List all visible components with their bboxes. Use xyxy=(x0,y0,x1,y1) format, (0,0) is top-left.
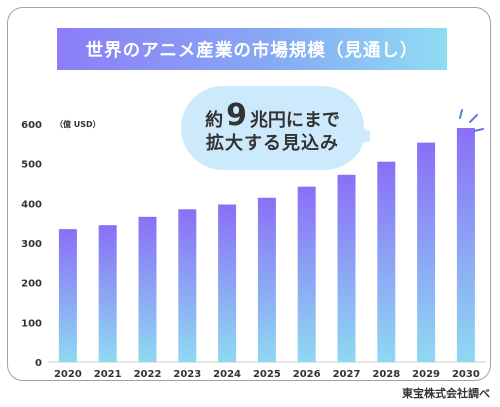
bar-2026 xyxy=(297,186,316,362)
bar-2020 xyxy=(58,229,77,362)
y-tick-label: 400 xyxy=(21,199,42,210)
callout-bubble-shape xyxy=(181,86,370,171)
bar-2024 xyxy=(218,204,237,362)
bar-2021 xyxy=(98,225,117,362)
x-tick-label-2026: 2026 xyxy=(293,369,321,380)
chart-title: 世界のアニメ産業の市場規模（見通し） xyxy=(85,40,419,61)
y-tick-label: 500 xyxy=(21,160,42,171)
callout-line-2: 拡大する見込み xyxy=(206,133,339,155)
callout-number: 9 xyxy=(226,98,247,134)
bar-2025 xyxy=(257,197,276,362)
y-tick-label: 600 xyxy=(21,120,42,131)
source-note: 東宝株式会社調べ xyxy=(402,387,490,400)
bar-2028 xyxy=(377,161,396,362)
x-tick-label-2025: 2025 xyxy=(253,369,281,380)
x-tick-label-2029: 2029 xyxy=(412,369,440,380)
callout-line-1: 約 9 兆円にまで xyxy=(205,101,340,131)
bar-2027 xyxy=(337,174,356,362)
chart-title-banner: 世界のアニメ産業の市場規模（見通し） xyxy=(57,28,447,70)
bar-2022 xyxy=(138,216,157,362)
x-tick-label-2021: 2021 xyxy=(94,369,122,380)
x-tick-label-2027: 2027 xyxy=(333,369,361,380)
y-axis-unit-label: （億 USD） xyxy=(55,119,101,129)
bar-2029 xyxy=(417,142,436,362)
y-tick-label: 300 xyxy=(21,239,42,250)
x-tick-label-2020: 2020 xyxy=(54,369,82,380)
y-tick-label: 200 xyxy=(21,279,42,290)
x-tick-label-2024: 2024 xyxy=(213,369,241,380)
bar-2030 xyxy=(456,127,475,362)
callout-suffix: 兆円にまで xyxy=(249,109,340,131)
bar-2023 xyxy=(178,209,197,362)
x-tick-label-2030: 2030 xyxy=(452,369,480,380)
y-tick-label: 100 xyxy=(21,318,42,329)
y-tick-label: 0 xyxy=(35,358,42,369)
callout-prefix: 約 xyxy=(205,109,224,131)
x-tick-label-2023: 2023 xyxy=(173,369,201,380)
callout-bubble xyxy=(181,86,370,171)
x-tick-label-2022: 2022 xyxy=(134,369,162,380)
callout-text: 約 9 兆円にまで 拡大する見込み xyxy=(175,80,370,176)
x-tick-label-2028: 2028 xyxy=(372,369,400,380)
